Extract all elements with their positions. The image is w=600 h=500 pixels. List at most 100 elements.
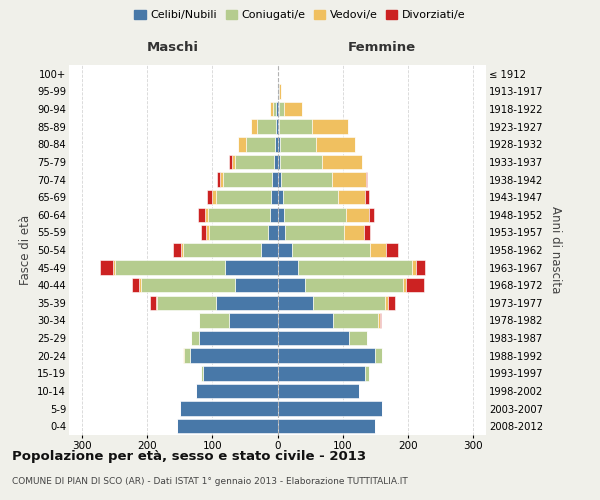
Legend: Celibi/Nubili, Coniugati/e, Vedovi/e, Divorziati/e: Celibi/Nubili, Coniugati/e, Vedovi/e, Di…: [130, 6, 470, 25]
Bar: [370, 243, 386, 257]
Text: Popolazione per età, sesso e stato civile - 2013: Popolazione per età, sesso e stato civil…: [12, 450, 366, 463]
Bar: [274, 154, 277, 169]
Bar: [184, 348, 190, 363]
Bar: [403, 278, 406, 292]
Bar: [212, 190, 215, 204]
Bar: [277, 419, 375, 434]
Bar: [375, 348, 382, 363]
Bar: [271, 190, 277, 204]
Bar: [277, 296, 313, 310]
Bar: [155, 296, 157, 310]
Bar: [272, 172, 277, 186]
Bar: [283, 190, 338, 204]
Bar: [191, 331, 199, 345]
Bar: [366, 172, 367, 186]
Bar: [386, 243, 398, 257]
Bar: [312, 120, 348, 134]
Bar: [203, 366, 277, 380]
Bar: [200, 225, 206, 240]
Bar: [277, 260, 298, 275]
Bar: [208, 208, 269, 222]
Bar: [205, 208, 208, 222]
Bar: [277, 366, 365, 380]
Text: Maschi: Maschi: [147, 42, 199, 54]
Bar: [220, 172, 223, 186]
Bar: [277, 384, 359, 398]
Bar: [346, 208, 369, 222]
Bar: [181, 243, 183, 257]
Bar: [365, 366, 369, 380]
Bar: [100, 260, 113, 275]
Bar: [385, 296, 388, 310]
Bar: [207, 190, 212, 204]
Bar: [183, 243, 261, 257]
Bar: [206, 225, 209, 240]
Bar: [190, 348, 277, 363]
Bar: [406, 278, 424, 292]
Bar: [416, 260, 425, 275]
Bar: [277, 172, 281, 186]
Bar: [215, 190, 271, 204]
Bar: [157, 296, 215, 310]
Bar: [276, 102, 277, 117]
Bar: [344, 225, 364, 240]
Bar: [275, 137, 277, 152]
Bar: [269, 208, 277, 222]
Bar: [277, 331, 349, 345]
Bar: [199, 314, 229, 328]
Bar: [223, 172, 272, 186]
Bar: [173, 243, 181, 257]
Bar: [322, 154, 362, 169]
Bar: [277, 225, 286, 240]
Bar: [199, 331, 277, 345]
Bar: [280, 120, 312, 134]
Bar: [277, 137, 280, 152]
Bar: [338, 190, 365, 204]
Bar: [333, 314, 379, 328]
Text: COMUNE DI PIAN DI SCO (AR) - Dati ISTAT 1° gennaio 2013 - Elaborazione TUTTITALI: COMUNE DI PIAN DI SCO (AR) - Dati ISTAT …: [12, 478, 408, 486]
Bar: [277, 190, 283, 204]
Bar: [176, 419, 277, 434]
Y-axis label: Anni di nascita: Anni di nascita: [549, 206, 562, 294]
Bar: [365, 190, 369, 204]
Bar: [115, 260, 226, 275]
Bar: [132, 278, 139, 292]
Bar: [275, 120, 277, 134]
Bar: [281, 172, 332, 186]
Bar: [273, 102, 276, 117]
Bar: [313, 296, 385, 310]
Bar: [284, 102, 302, 117]
Bar: [257, 120, 275, 134]
Bar: [277, 120, 280, 134]
Bar: [235, 154, 274, 169]
Bar: [140, 278, 235, 292]
Bar: [269, 102, 273, 117]
Bar: [238, 137, 245, 152]
Bar: [198, 208, 205, 222]
Bar: [388, 296, 395, 310]
Bar: [251, 120, 257, 134]
Text: Femmine: Femmine: [347, 42, 416, 54]
Bar: [277, 348, 375, 363]
Bar: [280, 154, 322, 169]
Bar: [284, 208, 346, 222]
Bar: [332, 172, 366, 186]
Bar: [277, 314, 333, 328]
Bar: [196, 384, 277, 398]
Bar: [232, 154, 235, 169]
Bar: [286, 225, 344, 240]
Bar: [215, 296, 277, 310]
Bar: [380, 314, 381, 328]
Bar: [217, 172, 220, 186]
Bar: [379, 314, 380, 328]
Bar: [229, 154, 232, 169]
Bar: [305, 278, 403, 292]
Bar: [209, 225, 268, 240]
Bar: [201, 366, 203, 380]
Bar: [316, 137, 355, 152]
Bar: [364, 225, 370, 240]
Bar: [183, 348, 184, 363]
Bar: [277, 243, 292, 257]
Bar: [298, 260, 412, 275]
Bar: [369, 208, 374, 222]
